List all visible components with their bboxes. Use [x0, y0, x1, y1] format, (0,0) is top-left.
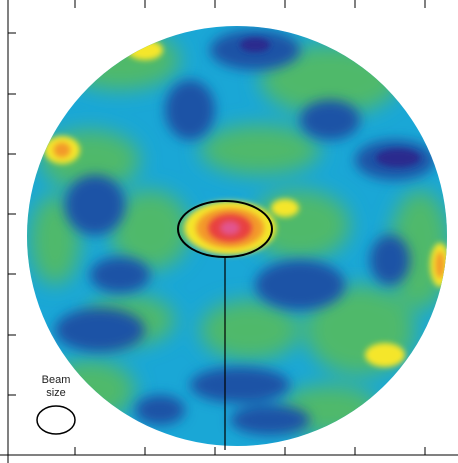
blue-structures [55, 30, 435, 435]
bottom-ticks [74, 447, 426, 455]
intensity-map [27, 26, 447, 446]
navy-peaks [240, 38, 420, 167]
beam-label-line1: Beam [41, 374, 71, 386]
central-source [184, 201, 276, 255]
beam-size-label: Beam size [26, 374, 86, 400]
beam-label-line2: size [46, 387, 66, 399]
left-ticks [8, 32, 16, 396]
beam-ellipse [36, 405, 76, 435]
top-ticks [74, 0, 426, 8]
